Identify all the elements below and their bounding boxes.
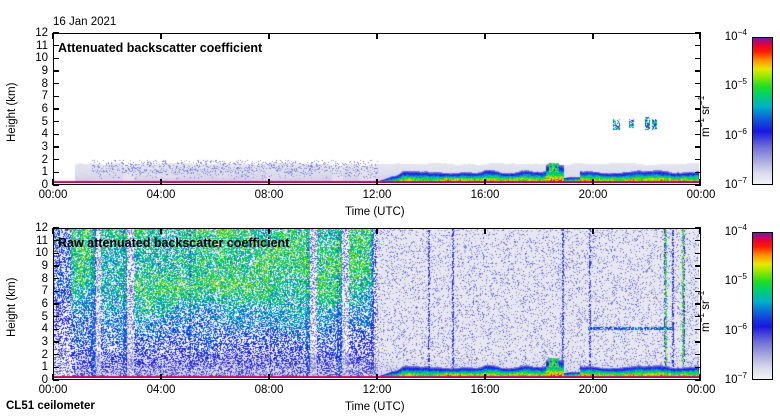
x-tick-label: 00:00 bbox=[38, 189, 68, 201]
x-tick-label: 16:00 bbox=[470, 384, 500, 396]
panel-raw-attenuated-backscatter-plot bbox=[53, 228, 701, 380]
colorbar-tick-label: 10−7 bbox=[724, 176, 747, 191]
colorbar-title: m−1 sr−1 bbox=[697, 290, 712, 332]
colorbar-raw-attenuated-backscatter bbox=[752, 232, 773, 380]
y-tick-label: 8 bbox=[41, 77, 48, 90]
date-label: 16 Jan 2021 bbox=[53, 16, 117, 28]
y-tick-label: 4 bbox=[41, 323, 48, 336]
y-tick-label: 9 bbox=[41, 65, 48, 77]
y-tick-label: 9 bbox=[41, 260, 48, 272]
colorbar-attenuated-backscatter bbox=[752, 37, 773, 185]
y-tick-label: 6 bbox=[41, 298, 48, 310]
y-tick-label: 11 bbox=[36, 39, 48, 52]
x-axis-title: Time (UTC) bbox=[345, 401, 405, 413]
y-tick-label: 5 bbox=[41, 115, 48, 128]
colorbar-tick-label: 10−6 bbox=[724, 321, 747, 337]
x-tick-label: 20:00 bbox=[578, 384, 608, 396]
y-tick-label: 6 bbox=[41, 103, 48, 115]
y-tick-label: 0 bbox=[41, 374, 48, 386]
y-axis-title: Height (km) bbox=[6, 277, 18, 337]
y-tick-label: 0 bbox=[41, 179, 48, 191]
colorbar-tick-label: 10−4 bbox=[724, 28, 747, 43]
x-tick-label: 08:00 bbox=[254, 189, 284, 201]
panel-title-attenuated-backscatter: Attenuated backscatter coefficient bbox=[58, 41, 263, 55]
y-tick-label: 7 bbox=[41, 90, 48, 103]
y-tick-label: 1 bbox=[41, 166, 48, 179]
y-tick-label: 7 bbox=[41, 285, 48, 298]
x-tick-label: 04:00 bbox=[146, 384, 176, 396]
y-tick-label: 3 bbox=[41, 141, 48, 153]
y-tick-label: 1 bbox=[41, 361, 48, 374]
colorbar-tick-label: 10−5 bbox=[724, 272, 747, 288]
x-tick-label: 16:00 bbox=[470, 189, 500, 201]
colorbar-tick-label: 10−6 bbox=[724, 126, 747, 142]
panel-attenuated-backscatter-plot bbox=[53, 33, 701, 185]
y-tick-label: 4 bbox=[41, 128, 48, 141]
colorbar-tick-label: 10−5 bbox=[724, 77, 747, 93]
x-tick-label: 00:00 bbox=[38, 384, 68, 396]
y-tick-label: 12 bbox=[35, 27, 48, 39]
y-tick-label: 8 bbox=[41, 272, 48, 285]
x-tick-label: 12:00 bbox=[362, 384, 392, 396]
instrument-label: CL51 ceilometer bbox=[6, 400, 95, 412]
x-axis-title: Time (UTC) bbox=[345, 206, 405, 218]
x-tick-label: 00:00 bbox=[686, 189, 716, 201]
y-tick-label: 10 bbox=[35, 52, 48, 65]
x-tick-label: 12:00 bbox=[362, 189, 392, 201]
y-axis-title: Height (km) bbox=[6, 82, 18, 142]
colorbar-tick-label: 10−7 bbox=[724, 371, 747, 386]
colorbar-tick-label: 10−4 bbox=[724, 223, 747, 238]
y-tick-label: 3 bbox=[41, 336, 48, 348]
x-tick-label: 04:00 bbox=[146, 189, 176, 201]
y-tick-label: 2 bbox=[41, 348, 48, 361]
colorbar-title: m−1 sr−1 bbox=[697, 95, 712, 137]
y-tick-label: 11 bbox=[36, 234, 48, 247]
y-tick-label: 2 bbox=[41, 153, 48, 166]
x-tick-label: 08:00 bbox=[254, 384, 284, 396]
y-tick-label: 10 bbox=[35, 247, 48, 260]
panel-title-raw-attenuated-backscatter: Raw attenuated backscatter coefficient bbox=[58, 236, 290, 250]
y-tick-label: 12 bbox=[35, 222, 48, 234]
x-tick-label: 00:00 bbox=[686, 384, 716, 396]
x-tick-label: 20:00 bbox=[578, 189, 608, 201]
y-tick-label: 5 bbox=[41, 310, 48, 323]
